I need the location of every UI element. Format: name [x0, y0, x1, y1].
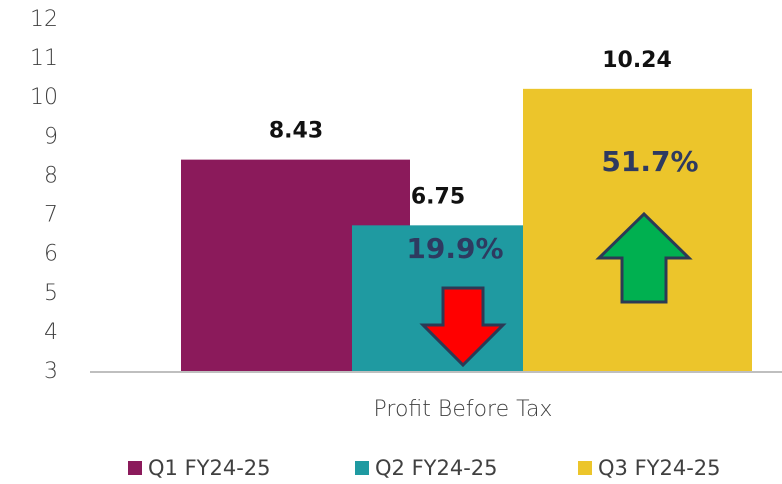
y-tick-label: 11: [30, 46, 58, 71]
y-tick-label: 12: [30, 7, 58, 32]
annotation: 19.9%: [406, 232, 503, 265]
annotation: 51.7%: [601, 145, 698, 178]
y-tick-label: 4: [44, 320, 58, 345]
legend-label: Q2 FY24-25: [375, 456, 498, 480]
legend-label: Q3 FY24-25: [598, 456, 721, 480]
y-tick-label: 8: [44, 163, 58, 188]
y-tick-label: 7: [44, 203, 58, 228]
legend-label: Q1 FY24-25: [148, 456, 271, 480]
y-tick-label: 3: [44, 359, 58, 384]
value-label: 10.24: [602, 48, 672, 73]
legend-swatch: [355, 461, 369, 475]
value-label: 6.75: [411, 184, 465, 209]
legend-swatch: [128, 461, 142, 475]
y-tick-label: 10: [30, 85, 58, 110]
x-tick-label: Profit Before Tax: [374, 397, 553, 422]
up-arrow: [595, 211, 693, 304]
y-tick-label: 9: [44, 124, 58, 149]
y-tick-label: 5: [44, 281, 58, 306]
value-label: 8.43: [269, 119, 323, 144]
down-arrow: [419, 286, 507, 368]
y-tick-label: 6: [44, 242, 58, 267]
legend-swatch: [578, 461, 592, 475]
